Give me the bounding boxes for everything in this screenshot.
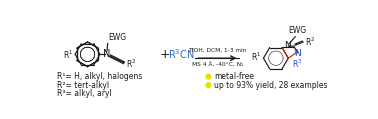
Text: N: N bbox=[294, 49, 301, 58]
Text: R$^3$: R$^3$ bbox=[292, 58, 303, 70]
Text: R$^1$: R$^1$ bbox=[251, 50, 261, 63]
Text: MS 4 Å, -40°C, N₂: MS 4 Å, -40°C, N₂ bbox=[192, 62, 243, 67]
Text: up to 93% yield, 28 examples: up to 93% yield, 28 examples bbox=[214, 81, 327, 90]
Text: metal-free: metal-free bbox=[214, 72, 254, 81]
Circle shape bbox=[205, 82, 212, 88]
Text: N: N bbox=[284, 41, 291, 50]
Text: R¹= H, alkyl, halogens: R¹= H, alkyl, halogens bbox=[57, 72, 142, 81]
Text: R$^3$CN: R$^3$CN bbox=[168, 47, 195, 61]
Text: R³= alkyl, aryl: R³= alkyl, aryl bbox=[57, 89, 111, 98]
Text: R$^2$: R$^2$ bbox=[305, 35, 316, 47]
Text: EWG: EWG bbox=[288, 26, 307, 35]
Text: EWG: EWG bbox=[108, 33, 127, 42]
Circle shape bbox=[205, 74, 212, 80]
Text: TfOH, DCM, 1-3 min: TfOH, DCM, 1-3 min bbox=[188, 48, 246, 53]
Text: +: + bbox=[160, 48, 170, 61]
Text: R²= tert-alkyl: R²= tert-alkyl bbox=[57, 81, 109, 90]
Text: R$^1$: R$^1$ bbox=[63, 48, 73, 61]
Text: R$^2$: R$^2$ bbox=[125, 57, 136, 70]
Text: N: N bbox=[103, 49, 111, 59]
